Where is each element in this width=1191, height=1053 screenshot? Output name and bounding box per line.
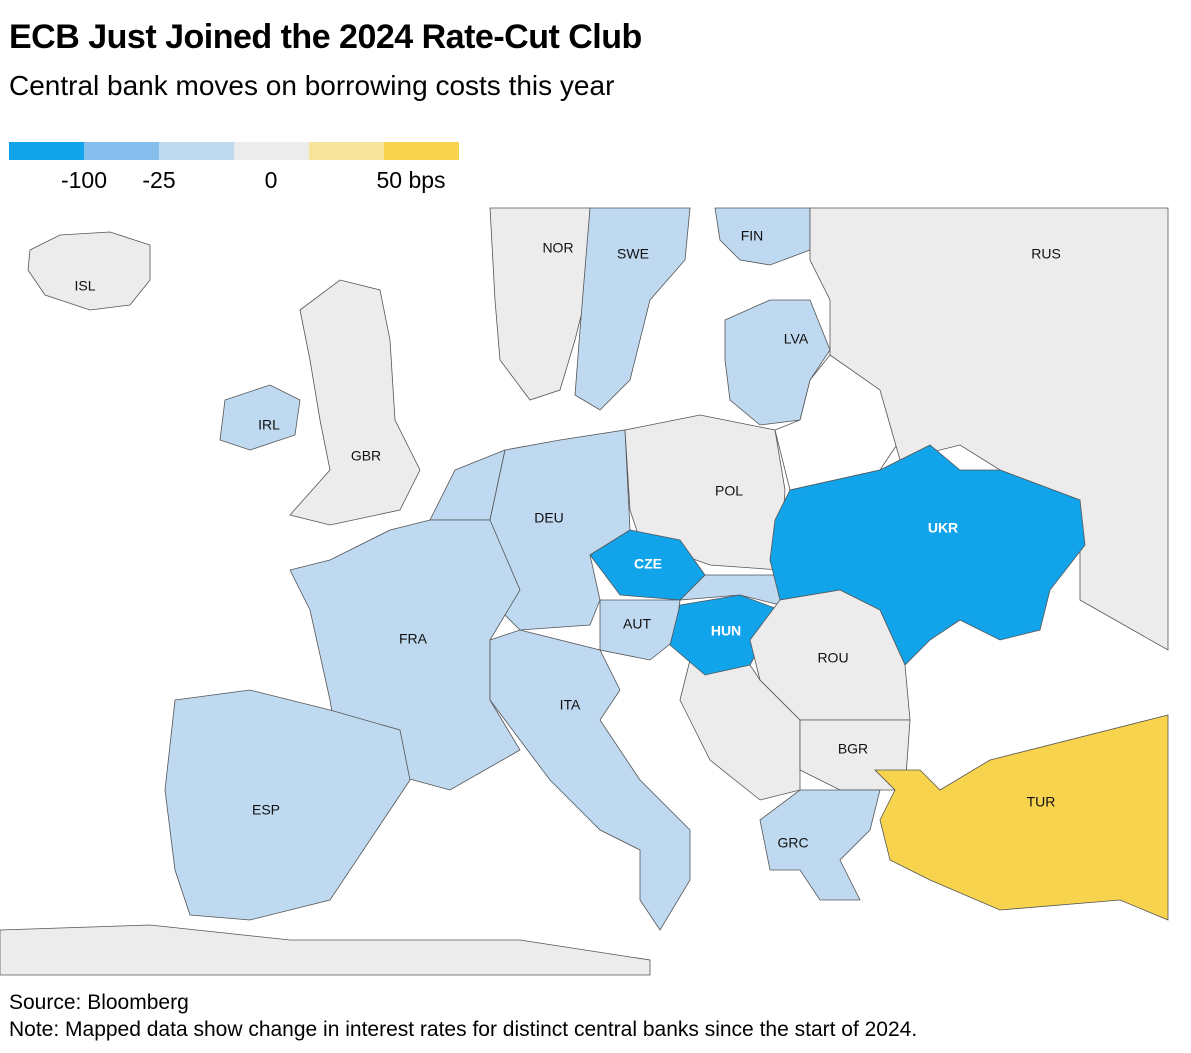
legend-swatch: [84, 142, 159, 160]
country-label: FIN: [741, 228, 764, 244]
country: [164, 689, 411, 921]
country-label: GBR: [351, 448, 381, 464]
map: -100 -25 0 50 bps ISL NOR SWE FIN RUS LVA GBR IRL DE…: [0, 142, 1169, 976]
country: [574, 207, 691, 411]
legend-swatch: [159, 142, 234, 160]
country-label: GRC: [777, 835, 808, 851]
country-label: HUN: [711, 623, 741, 639]
country: [669, 594, 781, 676]
country-label: ESP: [252, 802, 280, 818]
legend-label: 50 bps: [376, 167, 445, 193]
country-label: CZE: [634, 556, 662, 572]
country-label: UKR: [928, 520, 958, 536]
source: Source: Bloomberg: [9, 991, 189, 1014]
legend-swatch: [384, 142, 459, 160]
country-label: ISL: [74, 278, 95, 294]
country: [489, 207, 591, 401]
country-label: IRL: [258, 417, 280, 433]
country-label: RUS: [1031, 246, 1061, 262]
country: [809, 207, 1169, 651]
country: [759, 789, 881, 901]
country: [599, 599, 681, 661]
country-label: NOR: [542, 240, 573, 256]
country: [874, 714, 1169, 921]
country-label: LVA: [784, 331, 809, 347]
country: [724, 299, 831, 426]
country-label: POL: [715, 483, 743, 499]
country: [489, 629, 691, 931]
country-label: ROU: [817, 650, 848, 666]
land: [0, 924, 651, 976]
legend-swatch: [9, 142, 84, 160]
legend-label: -25: [142, 167, 175, 193]
subtitle: Central bank moves on borrowing costs th…: [9, 70, 615, 101]
legend-label: -100: [61, 167, 107, 193]
country-label: SWE: [617, 246, 649, 262]
country: [27, 231, 151, 311]
legend-swatch: [234, 142, 309, 160]
title: ECB Just Joined the 2024 Rate-Cut Club: [9, 18, 642, 56]
country-label: TUR: [1027, 794, 1056, 810]
country-label: AUT: [623, 616, 651, 632]
country: [589, 529, 706, 601]
note: Note: Mapped data show change in interes…: [9, 1018, 918, 1041]
legend-swatch: [309, 142, 384, 160]
country-label: FRA: [399, 631, 428, 647]
country-label: DEU: [534, 510, 564, 526]
legend-label: 0: [265, 167, 278, 193]
country-label: ITA: [560, 697, 581, 713]
country: [289, 279, 421, 526]
country: [219, 384, 301, 451]
country-label: BGR: [838, 741, 868, 757]
